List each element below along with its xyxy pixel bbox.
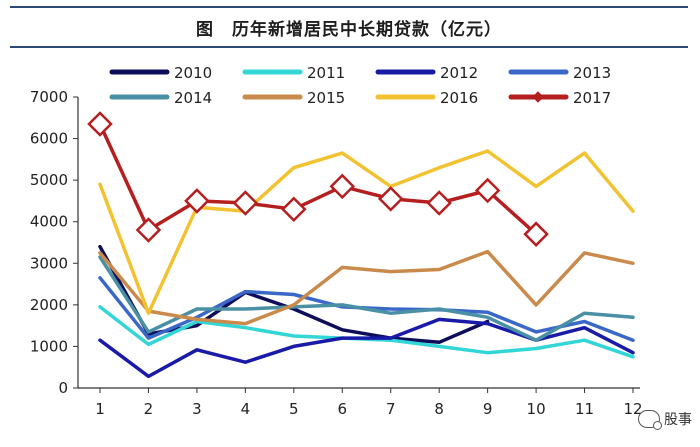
- y-tick-label: 1000: [30, 337, 68, 355]
- legend-label-2016: 2016: [440, 89, 478, 107]
- chart-title-bar: 图 历年新增居民中长期贷款（亿元）: [10, 6, 688, 48]
- data-point-2017: [523, 221, 549, 247]
- series-line-2012: [98, 317, 635, 379]
- x-tick-label: 9: [483, 400, 493, 418]
- x-tick-label: 5: [289, 400, 299, 418]
- x-tick-label: 1: [95, 400, 105, 418]
- y-tick-label: 7000: [30, 88, 68, 106]
- data-point-2017: [87, 111, 113, 137]
- data-point-2017: [232, 190, 259, 216]
- data-point-2017: [474, 177, 501, 204]
- x-tick-label: 4: [241, 400, 251, 418]
- y-tick-label: 4000: [30, 213, 68, 231]
- watermark: 股事: [638, 409, 692, 430]
- legend-label-2011: 2011: [307, 64, 345, 82]
- legend-label-2012: 2012: [440, 64, 478, 82]
- series-line-2016: [98, 149, 635, 315]
- chat-bubble-icon: [638, 410, 662, 430]
- series-line-2014: [98, 255, 635, 342]
- y-tick-label: 6000: [30, 130, 68, 148]
- x-tick-label: 3: [192, 400, 202, 418]
- data-point-2017: [377, 186, 404, 212]
- x-tick-label: 10: [527, 400, 546, 418]
- data-point-2017: [329, 173, 356, 200]
- x-tick-label: 6: [337, 400, 347, 418]
- series-line-2017: [98, 122, 538, 236]
- legend-label-2013: 2013: [573, 64, 611, 82]
- watermark-text: 股事: [664, 412, 692, 428]
- data-point-2017: [184, 188, 210, 214]
- data-point-2017: [135, 217, 162, 243]
- chart-title: 图 历年新增居民中长期贷款（亿元）: [196, 19, 502, 40]
- x-tick-label: 8: [434, 400, 444, 418]
- data-point-2017: [426, 190, 452, 216]
- legend-label-2010: 2010: [174, 64, 212, 82]
- x-tick-label: 11: [575, 400, 594, 418]
- legend-marker-2017: [532, 91, 544, 103]
- y-tick-label: 2000: [30, 296, 68, 314]
- x-tick-label: 7: [386, 400, 396, 418]
- legend-label-2017: 2017: [573, 89, 611, 107]
- y-tick-label: 3000: [30, 254, 68, 272]
- legend-label-2015: 2015: [307, 89, 345, 107]
- data-point-2017: [281, 196, 307, 223]
- x-tick-label: 2: [144, 400, 154, 418]
- series-line-2015: [98, 249, 635, 326]
- legend-label-2014: 2014: [174, 89, 212, 107]
- y-tick-label: 5000: [30, 171, 68, 189]
- y-tick-label: 0: [58, 379, 68, 397]
- x-tick-label: 12: [623, 400, 642, 418]
